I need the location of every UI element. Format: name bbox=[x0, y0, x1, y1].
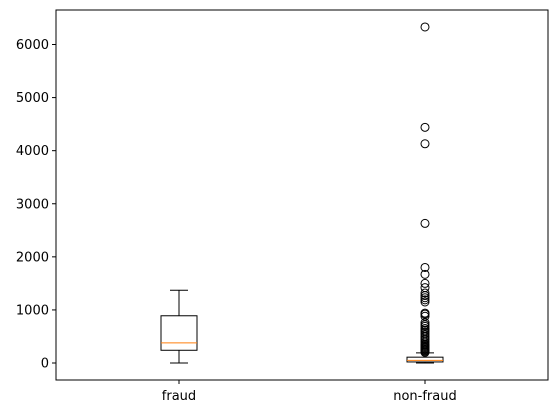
y-tick-label: 6000 bbox=[16, 38, 49, 53]
y-axis: 0 1000 2000 3000 4000 5000 6000 bbox=[16, 38, 56, 372]
plot-area-frame bbox=[55, 9, 549, 381]
iqr-box bbox=[406, 356, 444, 363]
outlier-point bbox=[420, 139, 430, 149]
x-tick-label: non-fraud bbox=[393, 389, 457, 404]
outlier-point bbox=[420, 295, 430, 305]
outlier-point bbox=[420, 291, 430, 301]
outlier-point bbox=[420, 278, 430, 288]
outlier-point bbox=[420, 269, 430, 279]
outlier-point bbox=[420, 293, 430, 303]
y-tick-label: 5000 bbox=[16, 91, 49, 106]
x-tick-label: fraud bbox=[162, 389, 196, 404]
outlier-point bbox=[420, 347, 430, 357]
x-axis: fraud non-fraud bbox=[162, 380, 457, 404]
y-tick-label: 3000 bbox=[16, 197, 49, 212]
outlier-point bbox=[420, 297, 430, 307]
boxes-layer bbox=[160, 22, 444, 364]
outlier-point bbox=[420, 122, 430, 132]
iqr-box bbox=[160, 315, 198, 351]
outlier-point bbox=[420, 288, 430, 298]
box-non-fraud bbox=[406, 22, 444, 364]
y-tick-label: 4000 bbox=[16, 144, 49, 159]
outlier-point bbox=[420, 318, 430, 328]
outlier-point bbox=[420, 262, 430, 272]
outlier-point bbox=[420, 218, 430, 228]
y-tick-label: 0 bbox=[41, 357, 49, 372]
box-fraud bbox=[160, 289, 198, 364]
outlier-point bbox=[420, 22, 430, 32]
y-tick-label: 1000 bbox=[16, 303, 49, 318]
y-tick-label: 2000 bbox=[16, 250, 49, 265]
